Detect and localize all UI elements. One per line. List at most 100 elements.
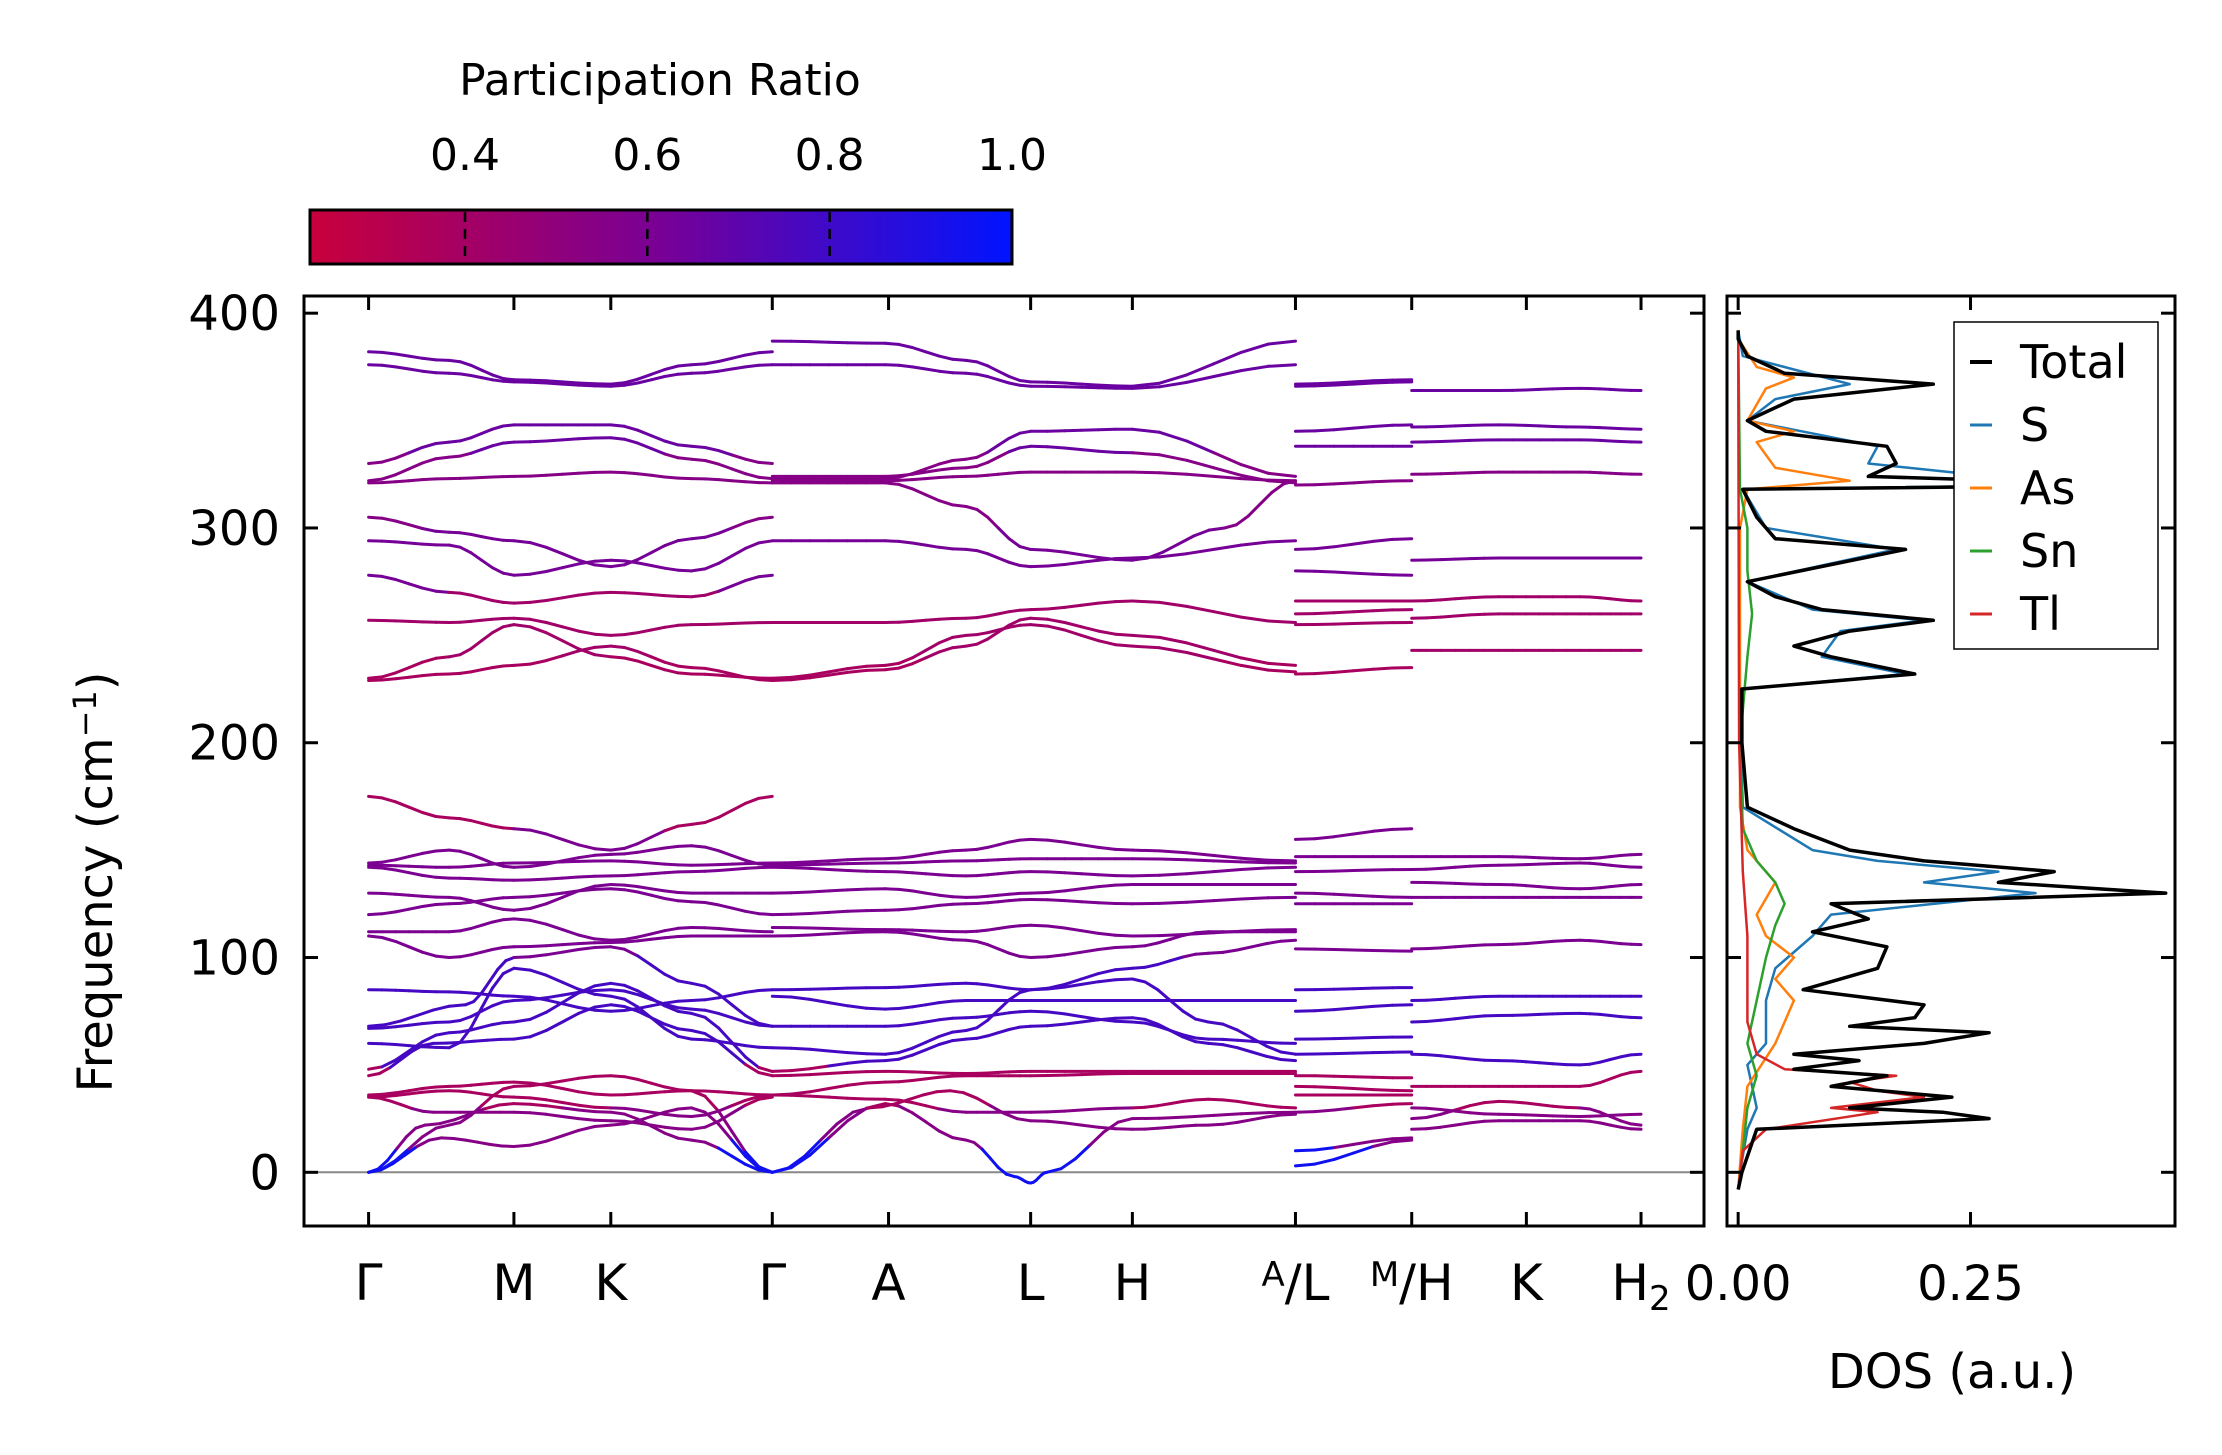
phonon-band-segment xyxy=(488,1142,504,1148)
phonon-band-segment xyxy=(1097,556,1117,561)
phonon-band-segment xyxy=(924,1001,941,1007)
phonon-band-segment xyxy=(743,541,761,550)
phonon-band-segment xyxy=(1206,1097,1225,1102)
phonon-band-segment xyxy=(703,996,720,1002)
phonon-band-segment xyxy=(434,1084,451,1089)
phonon-band-segment xyxy=(1371,572,1394,577)
phonon-band-segment xyxy=(1313,1146,1336,1152)
phonon-band-segment xyxy=(1018,954,1033,959)
phonon-band-segment xyxy=(1588,886,1602,890)
phonon-band-segment xyxy=(480,821,494,828)
phonon-band-segment xyxy=(560,437,580,442)
phonon-band-segment xyxy=(1264,1113,1283,1119)
phonon-band-segment xyxy=(846,1059,868,1065)
phonon-band-segment xyxy=(730,453,747,461)
phonon-band-segment xyxy=(469,1090,484,1096)
phonon-band-segment xyxy=(937,1129,955,1140)
phonon-band-segment xyxy=(924,350,941,358)
phonon-band-segment xyxy=(757,539,774,545)
phonon-band-segment xyxy=(770,1166,793,1174)
phonon-band-segment xyxy=(399,1050,414,1061)
phonon-band-segment xyxy=(1352,621,1375,625)
phonon-band-segment xyxy=(636,932,653,939)
phonon-band-segment xyxy=(1468,1111,1486,1116)
phonon-band-segment xyxy=(1029,616,1050,621)
phonon-band-segment xyxy=(690,1029,707,1036)
phonon-band-segment xyxy=(458,953,473,959)
phonon-band-segment xyxy=(789,676,812,682)
phonon-band-segment xyxy=(1537,1061,1555,1066)
phonon-band-segment xyxy=(808,862,831,867)
phonon-band-segment xyxy=(434,358,451,362)
phonon-band-segment xyxy=(937,646,955,654)
phonon-band-segment xyxy=(975,940,990,947)
phonon-band-segment xyxy=(560,649,580,658)
phonon-band-segment xyxy=(1294,1110,1317,1114)
phonon-band-segment xyxy=(1161,542,1180,554)
phonon-band-segment xyxy=(803,1138,823,1158)
phonon-band-segment xyxy=(1088,1130,1106,1147)
phonon-band-segment xyxy=(622,646,640,653)
phonon-band-segment xyxy=(663,364,680,372)
phonon-band-segment xyxy=(447,895,462,900)
phonon-band-segment xyxy=(636,628,653,635)
phonon-band-segment xyxy=(827,1001,850,1008)
phonon-band-segment xyxy=(420,442,438,449)
phonon-band-segment xyxy=(846,668,868,674)
phonon-band-segment xyxy=(1371,1102,1394,1108)
phonon-band-segment xyxy=(1102,1120,1120,1134)
phonon-band-segment xyxy=(407,582,424,590)
phonon-band-segment xyxy=(717,849,734,857)
phonon-band-segment xyxy=(1097,600,1117,605)
phonon-band-segment xyxy=(1468,995,1486,999)
phonon-band-segment xyxy=(490,918,505,924)
phonon-band-segment xyxy=(1063,550,1083,557)
phonon-band-segment xyxy=(480,376,494,382)
phonon-band-segment xyxy=(636,1115,653,1123)
phonon-band-segment xyxy=(577,436,597,441)
phonon-band-segment xyxy=(1046,380,1067,385)
phonon-band-segment xyxy=(937,499,955,507)
phonon-band-segment xyxy=(407,989,424,993)
phonon-band-segment xyxy=(1097,978,1117,984)
phonon-band-segment xyxy=(544,1104,564,1110)
phonon-band-segment xyxy=(420,542,438,547)
phonon-band-segment xyxy=(883,1057,901,1063)
phonon-band-segment xyxy=(910,1101,928,1108)
phonon-band-segment xyxy=(1168,1029,1185,1037)
legend-label: Tl xyxy=(2019,587,2061,641)
phonon-band-segment xyxy=(865,663,887,668)
phonon-band-segment xyxy=(407,905,424,911)
phonon-band-segment xyxy=(1130,1016,1147,1021)
phonon-band-segment xyxy=(1212,369,1243,378)
phonon-band-segment xyxy=(1194,1040,1210,1045)
phonon-band-segment xyxy=(1130,944,1147,949)
phonon-band-segment xyxy=(469,1082,484,1087)
phonon-band-segment xyxy=(1371,894,1394,899)
phonon-band-segment xyxy=(690,457,707,462)
phonon-band-segment xyxy=(469,1025,484,1032)
phonon-band-segment xyxy=(394,800,411,809)
phonon-band-segment xyxy=(703,1089,720,1094)
phonon-band-segment xyxy=(1608,439,1623,443)
phonon-band-segment xyxy=(1185,858,1216,863)
phonon-band-segment xyxy=(609,1074,626,1079)
phonon-band-segment xyxy=(717,808,734,819)
phonon-band-segment xyxy=(1158,373,1189,385)
phonon-band-segment xyxy=(663,1125,680,1131)
phonon-band-segment xyxy=(490,617,505,621)
phonon-band-segment xyxy=(469,551,484,562)
phonon-band-segment xyxy=(1453,1109,1472,1115)
phonon-band-segment xyxy=(986,943,1000,951)
phonon-band-segment xyxy=(622,631,640,637)
phonon-band-segment xyxy=(367,860,384,865)
phonon-band-segment xyxy=(1352,1139,1375,1146)
phonon-band-segment xyxy=(593,590,613,595)
phonon-band-segment xyxy=(819,1122,839,1142)
phonon-band-segment xyxy=(663,1089,680,1094)
phonon-band-segment xyxy=(1608,471,1623,476)
phonon-band-segment xyxy=(649,368,667,376)
phonon-band-segment xyxy=(394,451,411,460)
phonon-band-segment xyxy=(480,444,494,452)
